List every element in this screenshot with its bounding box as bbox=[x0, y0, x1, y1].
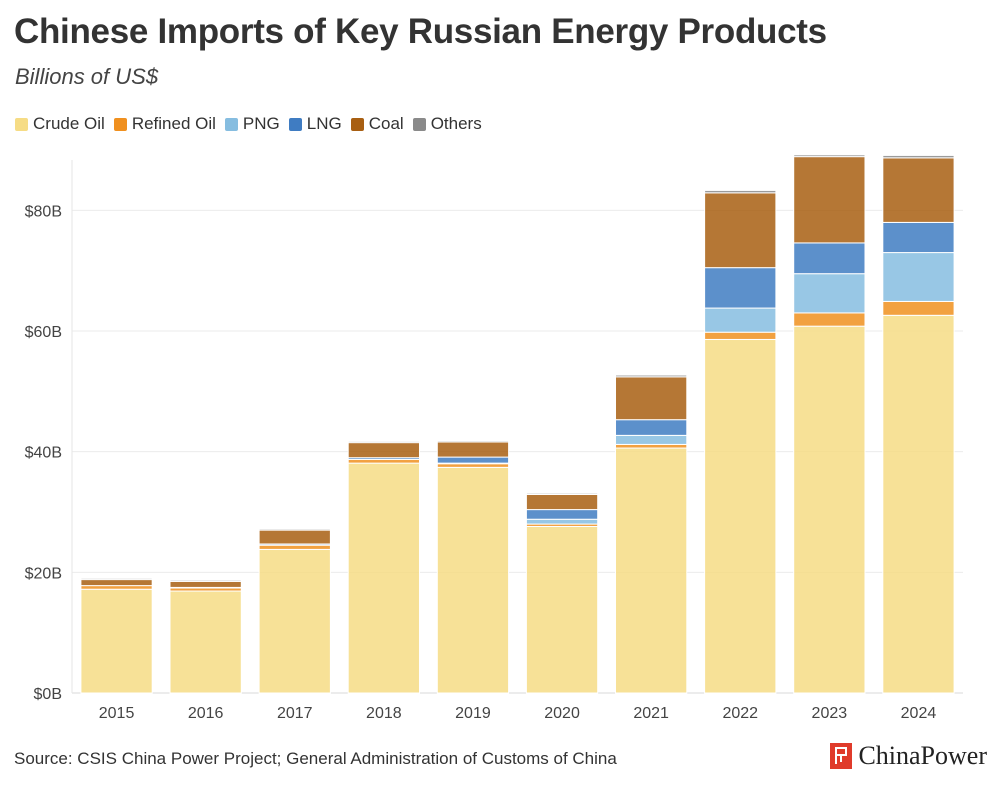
stacked-bar-chart: $0B $20B $40B $60B $80B 2015 2016 2017 2018 2019… bbox=[25, 154, 963, 722]
bar-refined-oil-2024[interactable] bbox=[882, 300, 955, 316]
x-tick-label: 2022 bbox=[722, 705, 758, 722]
bar-crude-oil-2017[interactable] bbox=[258, 548, 331, 694]
y-tick-label: $80B bbox=[25, 203, 62, 220]
x-axis: 2015 2016 2017 2018 2019 2020 2021 2022 2023 2024 bbox=[99, 705, 937, 722]
bar-lng-2021[interactable] bbox=[615, 419, 688, 436]
x-tick-label: 2018 bbox=[366, 705, 402, 722]
bar-refined-oil-2021[interactable] bbox=[615, 443, 688, 449]
x-tick-label: 2024 bbox=[901, 705, 937, 722]
bar-lng-2024[interactable] bbox=[882, 221, 955, 254]
legend-item-crude-oil: Crude Oil bbox=[15, 114, 105, 134]
bar-coal-2024[interactable] bbox=[882, 157, 955, 223]
bar-refined-oil-2019[interactable] bbox=[436, 463, 510, 468]
bar-others-2018[interactable] bbox=[347, 440, 420, 444]
bar-coal-2019[interactable] bbox=[436, 441, 510, 458]
bar-crude-oil-2021[interactable] bbox=[615, 447, 688, 694]
legend-swatch-crude-oil bbox=[15, 117, 28, 131]
bar-lng-2019[interactable] bbox=[436, 456, 510, 464]
bar-others-2021[interactable] bbox=[615, 374, 688, 378]
bar-png-2021[interactable] bbox=[615, 434, 688, 445]
source-note: Source: CSIS China Power Project; Genera… bbox=[14, 749, 617, 768]
bars bbox=[80, 154, 955, 694]
bar-coal-2022[interactable] bbox=[704, 192, 777, 269]
x-tick-label: 2020 bbox=[544, 705, 580, 722]
legend-swatch-png bbox=[224, 117, 238, 131]
bar-png-2022[interactable] bbox=[704, 307, 777, 333]
legend-label-crude-oil: Crude Oil bbox=[33, 114, 105, 133]
bar-others-2015[interactable] bbox=[80, 577, 153, 581]
legend-item-others: Others bbox=[412, 114, 482, 134]
bar-others-2024[interactable] bbox=[882, 154, 955, 159]
bar-crude-oil-2024[interactable] bbox=[882, 314, 955, 694]
legend-label-lng: LNG bbox=[306, 114, 342, 133]
bar-coal-2015[interactable] bbox=[80, 579, 153, 587]
bar-crude-oil-2015[interactable] bbox=[80, 588, 153, 694]
y-tick-label: $20B bbox=[25, 565, 62, 582]
bar-png-2024[interactable] bbox=[882, 252, 955, 302]
x-tick-label: 2021 bbox=[633, 705, 669, 722]
x-tick-label: 2017 bbox=[277, 705, 313, 722]
legend-item-lng: LNG bbox=[288, 114, 342, 134]
bar-coal-2018[interactable] bbox=[347, 442, 420, 459]
chinapower-logo-text: ChinaPower bbox=[858, 741, 987, 770]
legend-swatch-lng bbox=[288, 117, 302, 131]
legend-label-refined-oil: Refined Oil bbox=[131, 114, 216, 133]
bar-crude-oil-2016[interactable] bbox=[169, 590, 242, 694]
bar-coal-2017[interactable] bbox=[258, 529, 331, 545]
bar-others-2022[interactable] bbox=[704, 189, 777, 194]
chart-title: Chinese Imports of Key Russian Energy Pr… bbox=[14, 12, 827, 51]
bar-png-2023[interactable] bbox=[793, 273, 866, 314]
bar-crude-oil-2019[interactable] bbox=[436, 466, 510, 694]
chart-subtitle: Billions of US$ bbox=[15, 64, 159, 89]
legend-item-refined-oil: Refined Oil bbox=[113, 114, 216, 134]
bar-png-2020[interactable] bbox=[525, 518, 599, 525]
legend-swatch-others bbox=[412, 117, 426, 131]
legend-label-others: Others bbox=[430, 114, 482, 133]
y-axis: $0B $20B $40B $60B $80B bbox=[25, 160, 73, 703]
chinapower-logo[interactable]: ChinaPower bbox=[830, 741, 987, 771]
x-tick-label: 2019 bbox=[455, 705, 491, 722]
legend-swatch-coal bbox=[350, 117, 364, 131]
bar-refined-oil-2023[interactable] bbox=[793, 312, 866, 327]
legend-item-png: PNG bbox=[224, 114, 280, 134]
x-tick-label: 2023 bbox=[812, 705, 848, 722]
bar-refined-oil-2018[interactable] bbox=[347, 459, 420, 464]
legend-label-coal: Coal bbox=[368, 114, 404, 133]
bar-others-2017[interactable] bbox=[258, 528, 331, 531]
bar-lng-2022[interactable] bbox=[704, 267, 777, 309]
y-tick-label: $40B bbox=[25, 445, 62, 462]
bar-refined-oil-2022[interactable] bbox=[704, 331, 777, 340]
bar-crude-oil-2018[interactable] bbox=[347, 462, 420, 694]
bar-crude-oil-2023[interactable] bbox=[793, 325, 866, 694]
bar-crude-oil-2022[interactable] bbox=[704, 338, 777, 694]
bar-refined-oil-2017[interactable] bbox=[258, 544, 331, 550]
bar-refined-oil-2015[interactable] bbox=[80, 585, 153, 590]
bar-coal-2016[interactable] bbox=[169, 580, 242, 588]
x-tick-label: 2016 bbox=[188, 705, 224, 722]
bar-lng-2023[interactable] bbox=[793, 242, 866, 275]
y-tick-label: $60B bbox=[25, 324, 62, 341]
chinapower-logo-icon bbox=[830, 743, 853, 769]
legend: Crude Oil Refined Oil PNG LNG Coal Other… bbox=[15, 114, 482, 134]
bar-coal-2021[interactable] bbox=[615, 376, 688, 421]
bar-coal-2020[interactable] bbox=[525, 494, 599, 511]
legend-swatch-refined-oil bbox=[113, 117, 127, 131]
bar-lng-2020[interactable] bbox=[525, 509, 599, 520]
legend-item-coal: Coal bbox=[350, 114, 404, 134]
y-tick-label: $0B bbox=[34, 686, 62, 703]
bar-coal-2023[interactable] bbox=[793, 156, 866, 244]
bar-others-2019[interactable] bbox=[436, 440, 510, 443]
bar-crude-oil-2020[interactable] bbox=[525, 525, 599, 694]
legend-label-png: PNG bbox=[242, 114, 280, 133]
x-tick-label: 2015 bbox=[99, 705, 135, 722]
bar-others-2016[interactable] bbox=[169, 579, 242, 582]
bar-others-2023[interactable] bbox=[793, 154, 866, 158]
bar-others-2020[interactable] bbox=[525, 492, 599, 496]
